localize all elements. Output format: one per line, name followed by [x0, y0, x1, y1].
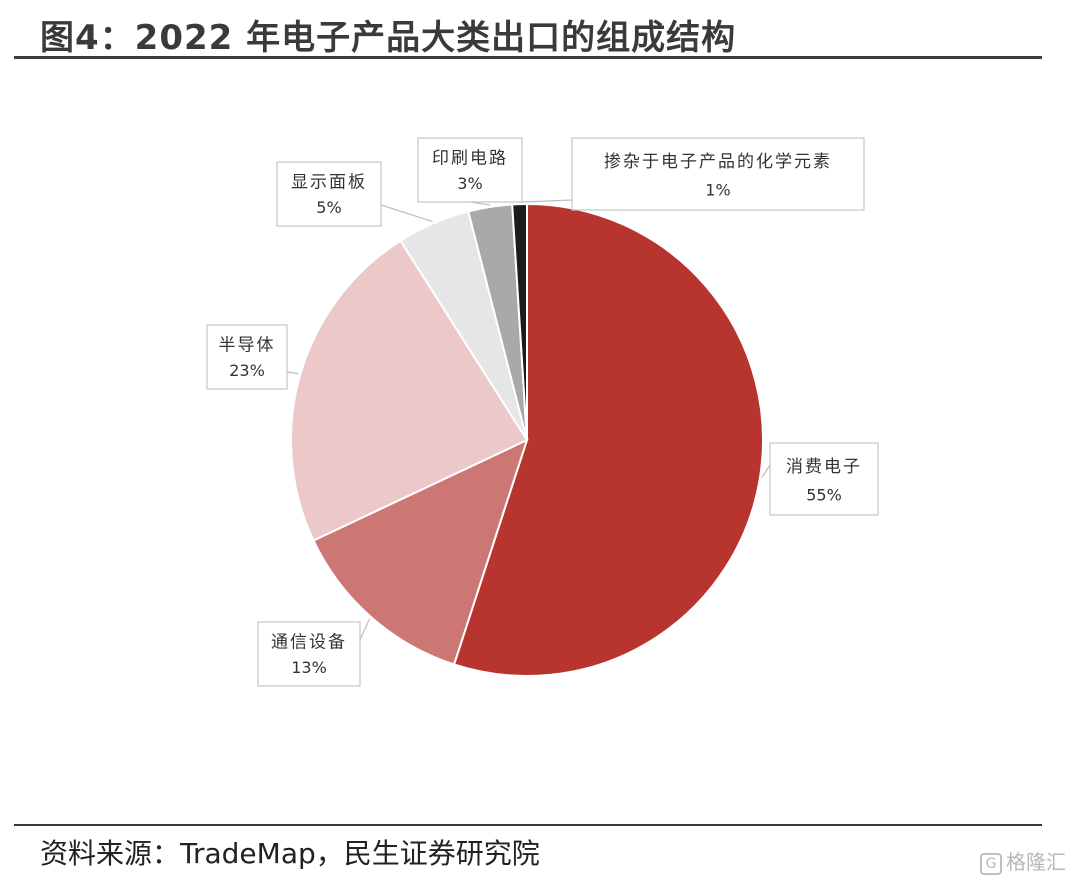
label-box — [769, 442, 879, 516]
logo-icon: G — [980, 852, 1002, 875]
slice-value-label: 55% — [806, 486, 842, 505]
slice-label-semiconductor: 半导体 23% — [206, 324, 288, 390]
title-divider — [14, 56, 1042, 59]
pie-slice-semiconductor — [290, 239, 529, 542]
slice-category-label: 显示面板 — [291, 173, 367, 193]
slice-labels: 消费电子 55% 通信设备 13% 半导体 23% 显示面板 5% 印刷电路 3% 掺杂于电子产品的… — [206, 137, 879, 687]
source-divider — [14, 824, 1042, 826]
label-box — [206, 324, 288, 390]
slice-value-label: 23% — [229, 361, 265, 380]
label-box — [276, 161, 382, 227]
slice-category-label: 消费电子 — [786, 457, 862, 477]
leader-line-communication-equipment — [359, 618, 371, 641]
pie-slice-communication-equipment — [312, 438, 529, 666]
slice-label-chemical-elements: 掺杂于电子产品的化学元素 1% — [571, 137, 865, 211]
leader-line-display-panel — [380, 204, 433, 223]
slice-label-display-panel: 显示面板 5% — [276, 161, 382, 227]
leader-line-consumer-electronics — [761, 464, 771, 478]
source-note: 资料来源：TradeMap，民生证券研究院 — [40, 837, 540, 870]
chart-title: 图4：2022 年电子产品大类出口的组成结构 — [40, 18, 737, 58]
label-box — [257, 621, 361, 687]
slice-category-label: 半导体 — [219, 336, 276, 356]
leader-line-chemical-elements — [519, 199, 573, 203]
slice-value-label: 5% — [316, 198, 341, 217]
slice-label-printed-circuit: 印刷电路 3% — [417, 137, 523, 203]
slice-category-label: 掺杂于电子产品的化学元素 — [604, 152, 832, 172]
slice-category-label: 印刷电路 — [432, 149, 508, 169]
pie-slice-consumer-electronics — [452, 202, 764, 677]
slice-category-label: 通信设备 — [271, 633, 347, 653]
pie-slice-chemical-elements — [511, 202, 528, 441]
slice-label-communication-equipment: 通信设备 13% — [257, 621, 361, 687]
slice-value-label: 3% — [457, 174, 482, 193]
slice-value-label: 13% — [291, 658, 327, 677]
leader-line-semiconductor — [286, 371, 299, 375]
label-box — [571, 137, 865, 211]
slice-value-label: 1% — [705, 181, 730, 200]
watermark: G 格隆汇 — [980, 846, 1066, 875]
slice-label-consumer-electronics: 消费电子 55% — [769, 442, 879, 516]
watermark-text: 格隆汇 — [1006, 850, 1066, 874]
label-box — [417, 137, 523, 203]
pie-slices — [290, 202, 764, 677]
